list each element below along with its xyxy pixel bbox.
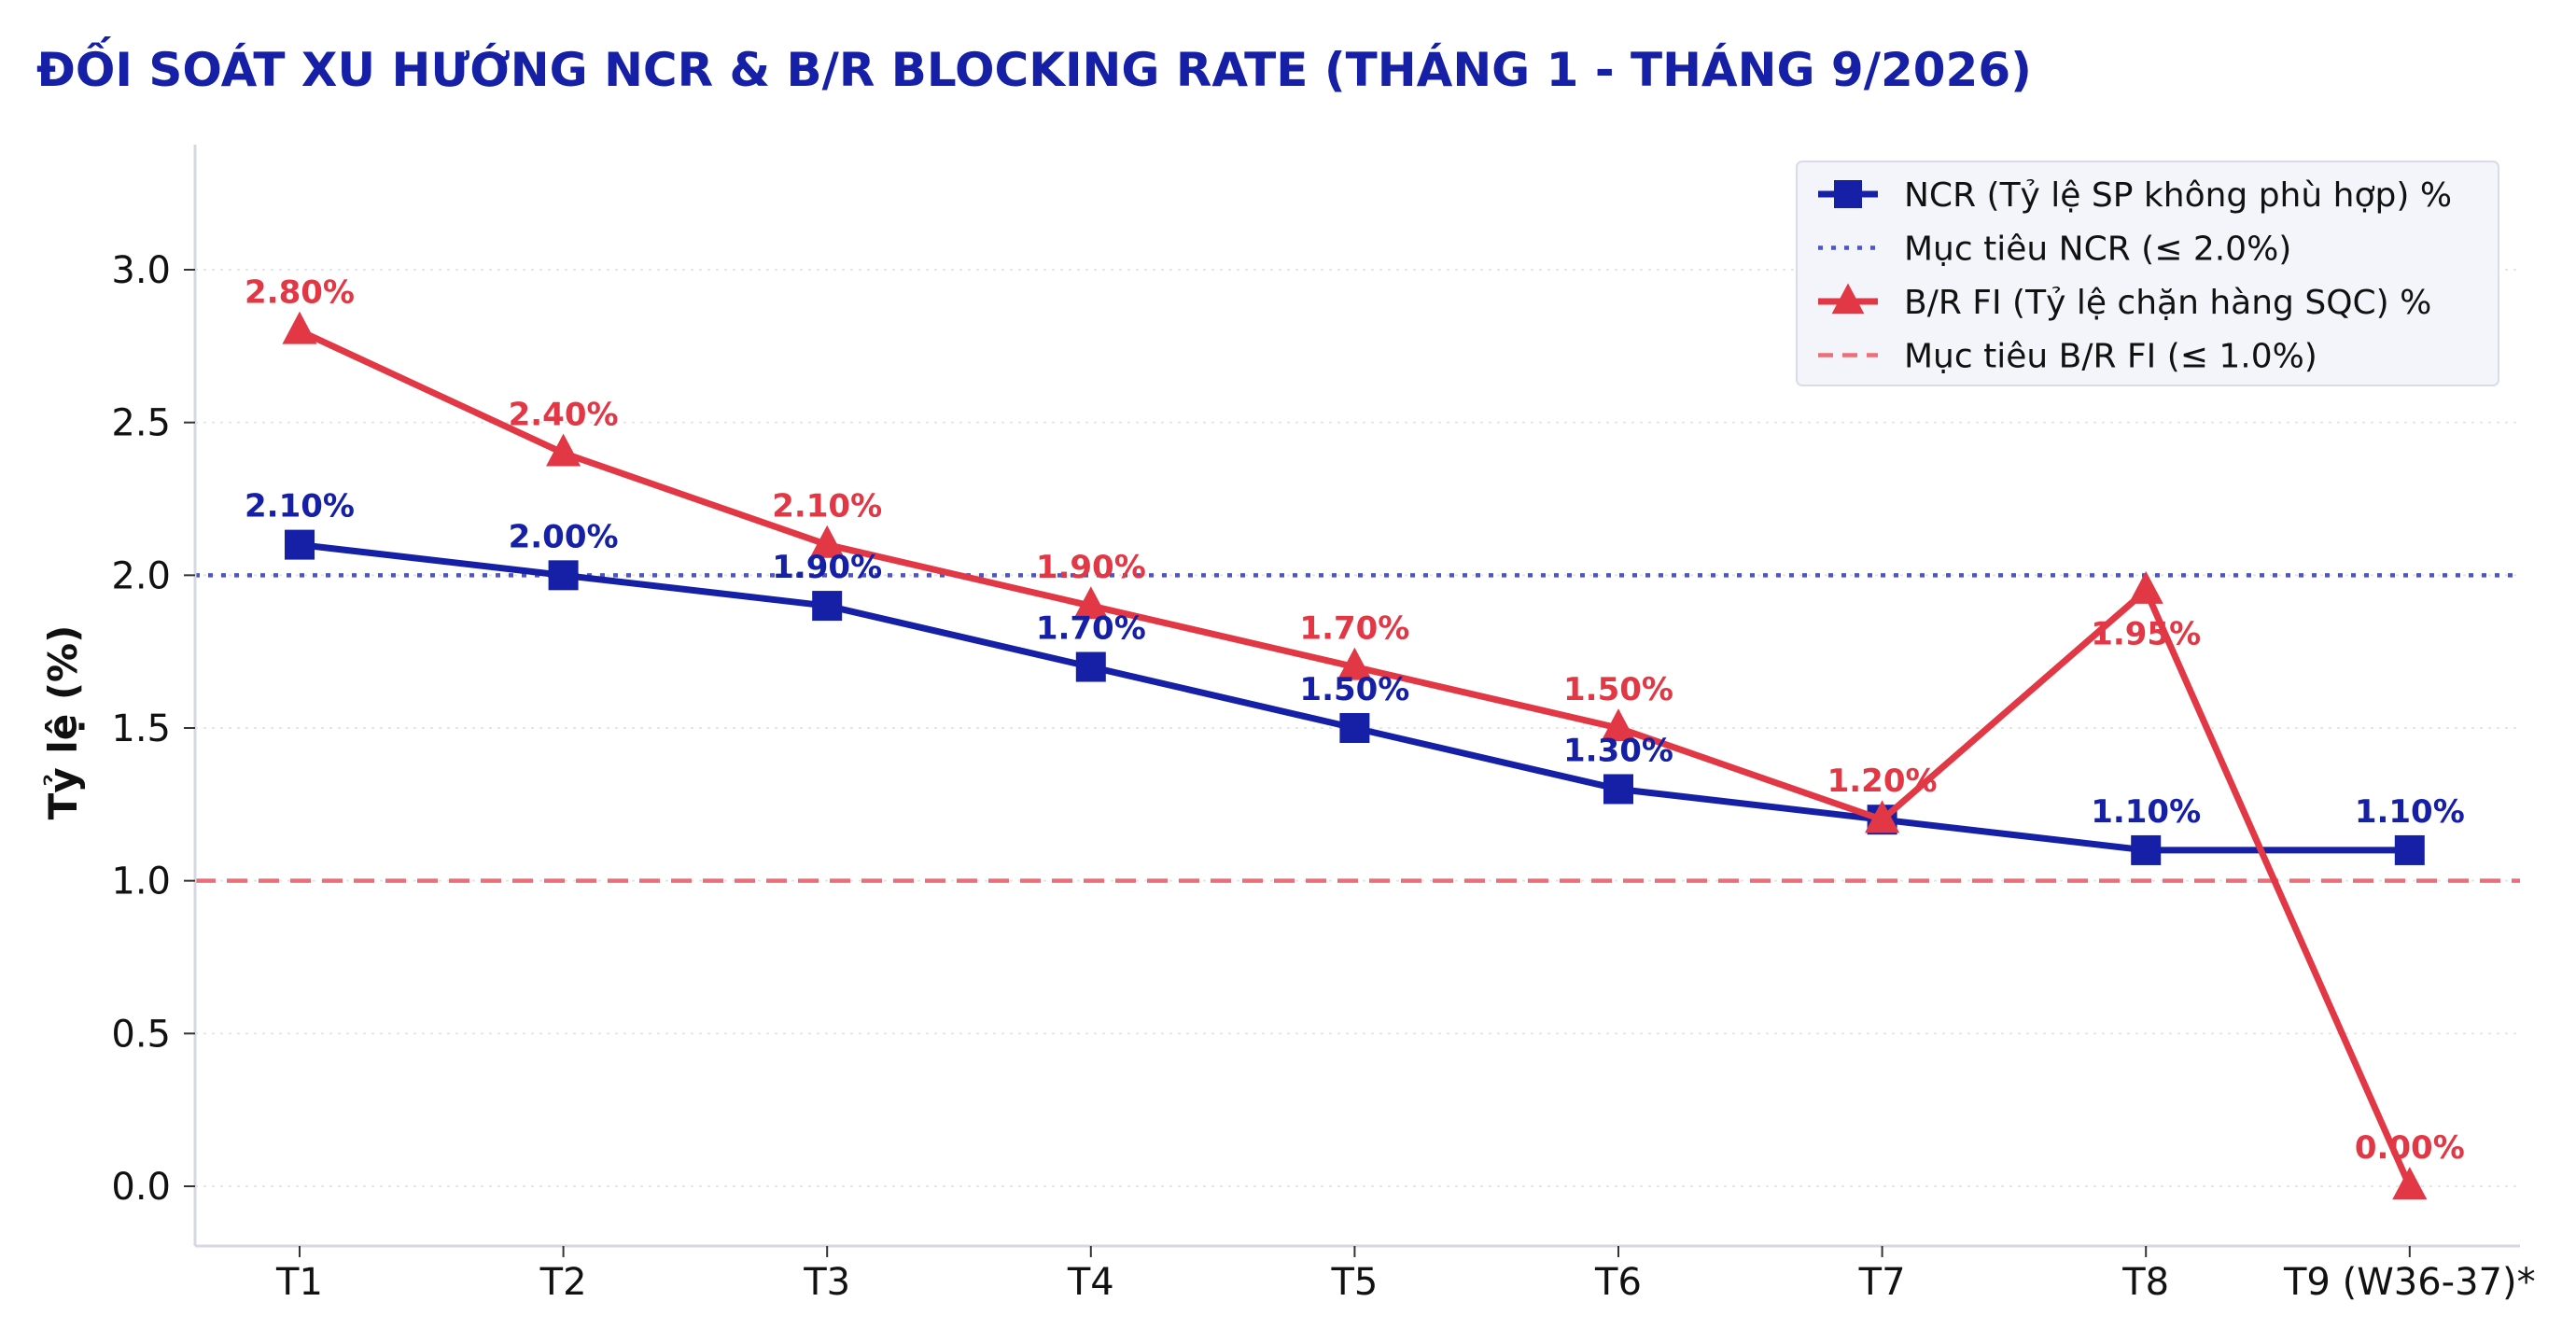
- x-tick-label: T2: [539, 1261, 587, 1304]
- data-labels: 2.10% 2.00% 1.90% 1.70% 1.50% 1.30% 1.10% 1.10%…: [245, 273, 2465, 1167]
- data-label: 2.80%: [245, 273, 355, 311]
- marker-square: [2131, 834, 2162, 865]
- data-label: 1.10%: [2091, 793, 2201, 831]
- legend-item: B/R FI (Tỷ lệ chặn hàng SQC) %: [1818, 283, 2431, 322]
- y-tick-label: 0.0: [111, 1166, 171, 1209]
- marker-triangle: [1831, 283, 1865, 315]
- data-label: 1.10%: [2355, 793, 2465, 831]
- legend-box: [1796, 161, 2499, 386]
- data-label: 1.70%: [1036, 610, 1146, 648]
- legend-label: NCR (Tỷ lệ SP không phù hợp) %: [1904, 176, 2452, 215]
- marker-square: [1339, 713, 1370, 744]
- marker-square: [2394, 834, 2425, 865]
- y-tick-label: 1.0: [111, 861, 171, 903]
- data-label: 1.30%: [1563, 732, 1673, 769]
- x-axis-ticks: T1 T2 T3 T4 T5 T6 T7 T8 T9 (W36-37)*: [275, 1246, 2536, 1304]
- marker-square: [812, 591, 843, 622]
- marker-triangle: [282, 311, 317, 344]
- data-label: 1.95%: [2091, 616, 2201, 653]
- marker-square: [1603, 774, 1633, 805]
- marker-triangle: [1337, 647, 1372, 680]
- data-label: 1.20%: [1827, 763, 1938, 800]
- chart-title: ĐỐI SOÁT XU HƯỚNG NCR & B/R BLOCKING RAT…: [36, 36, 2032, 97]
- x-tick-label: T5: [1330, 1261, 1378, 1304]
- y-tick-label: 2.0: [111, 554, 171, 597]
- x-tick-label: T7: [1858, 1261, 1906, 1304]
- x-tick-label: T9 (W36-37)*: [2283, 1261, 2536, 1304]
- data-label: 2.40%: [509, 396, 619, 433]
- legend-item: NCR (Tỷ lệ SP không phù hợp) %: [1818, 176, 2452, 215]
- marker-square: [1075, 651, 1106, 682]
- marker-triangle: [2392, 1167, 2428, 1200]
- marker-triangle: [809, 525, 845, 558]
- legend-label: Mục tiêu B/R FI (≤ 1.0%): [1904, 338, 2317, 376]
- y-tick-label: 0.5: [111, 1013, 171, 1056]
- data-label: 1.50%: [1563, 671, 1673, 708]
- x-tick-label: T3: [803, 1261, 850, 1304]
- y-tick-label: 2.5: [111, 402, 171, 445]
- y-axis-ticks: 0.0 0.5 1.0 1.5 2.0 2.5 3.0: [111, 249, 195, 1209]
- marker-triangle: [1601, 708, 1636, 742]
- series-layer: [282, 311, 2428, 1200]
- legend-item: Mục tiêu NCR (≤ 2.0%): [1818, 231, 2291, 269]
- marker-square: [1834, 180, 1862, 208]
- data-label: 2.10%: [772, 488, 882, 525]
- legend-label: B/R FI (Tỷ lệ chặn hàng SQC) %: [1904, 284, 2431, 322]
- x-tick-label: T4: [1067, 1261, 1114, 1304]
- data-label: 2.00%: [509, 518, 619, 555]
- data-label: 1.90%: [772, 549, 882, 586]
- y-tick-label: 3.0: [111, 249, 171, 292]
- x-tick-label: T6: [1594, 1261, 1642, 1304]
- marker-triangle: [1865, 800, 1900, 833]
- data-label: 2.10%: [245, 488, 355, 525]
- x-tick-label: T1: [275, 1261, 323, 1304]
- series-1: [285, 529, 2425, 865]
- series-line: [298, 328, 2414, 1188]
- legend-label: Mục tiêu NCR (≤ 2.0%): [1904, 231, 2291, 269]
- marker-triangle: [2128, 570, 2163, 604]
- marker-triangle: [546, 433, 581, 467]
- marker-triangle: [1073, 586, 1109, 620]
- legend-items: NCR (Tỷ lệ SP không phù hợp) % Mục tiêu N…: [1818, 176, 2452, 376]
- series-2: [282, 311, 2428, 1200]
- y-tick-label: 1.5: [111, 707, 171, 750]
- data-label: 1.50%: [1299, 671, 1409, 708]
- marker-square: [548, 560, 579, 591]
- x-tick-label: T8: [2121, 1261, 2169, 1304]
- data-label: 1.70%: [1299, 610, 1409, 648]
- reference-lines: [195, 573, 2520, 883]
- y-axis-title: Tỷ lệ (%): [40, 625, 86, 820]
- data-label: 1.90%: [1036, 549, 1146, 586]
- legend-item: Mục tiêu B/R FI (≤ 1.0%): [1818, 338, 2317, 376]
- data-label: 0.00%: [2355, 1129, 2465, 1167]
- marker-square: [285, 529, 315, 560]
- legend: NCR (Tỷ lệ SP không phù hợp) % Mục tiêu N…: [1796, 161, 2499, 386]
